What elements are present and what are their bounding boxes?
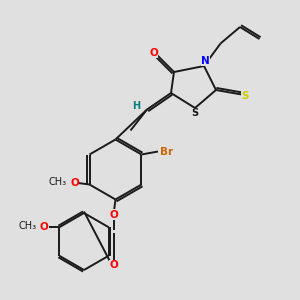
Text: Br: Br [160,146,173,157]
Text: O: O [110,260,118,271]
Text: H: H [132,101,141,111]
Text: S: S [241,91,249,101]
Text: CH₃: CH₃ [19,221,37,231]
Text: O: O [149,47,158,58]
Text: O: O [70,178,79,188]
Text: O: O [110,209,118,220]
Text: N: N [201,56,210,66]
Text: S: S [191,108,199,118]
Text: CH₃: CH₃ [49,177,67,187]
Text: O: O [40,222,49,232]
